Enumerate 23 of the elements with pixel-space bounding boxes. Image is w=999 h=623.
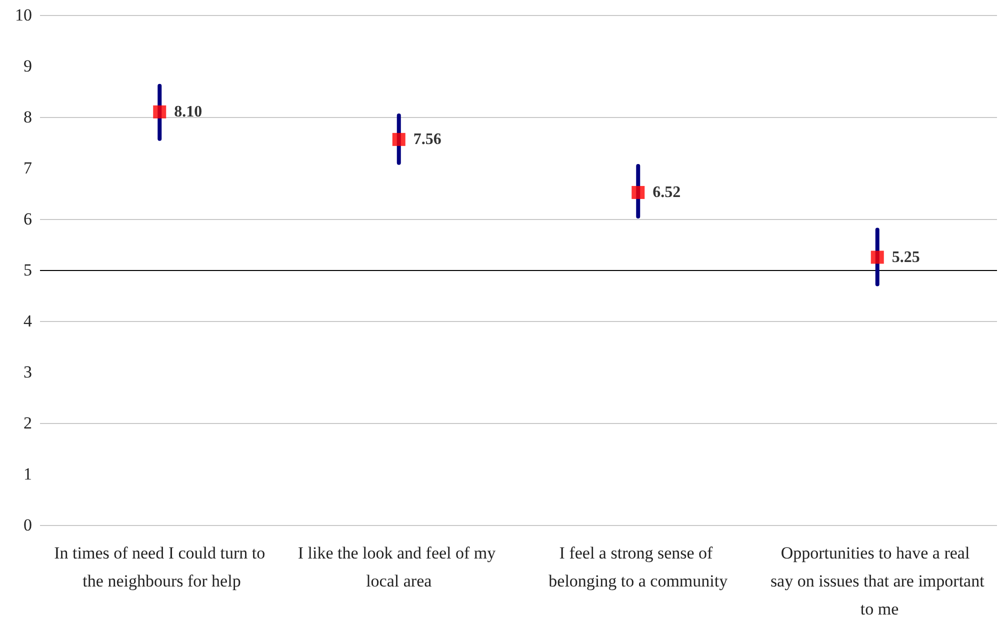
data-label: 6.52 bbox=[652, 184, 681, 201]
data-label: 8.10 bbox=[174, 103, 202, 120]
y-tick-label: 0 bbox=[24, 516, 32, 534]
point bbox=[870, 250, 884, 264]
data-label: 5.25 bbox=[892, 248, 920, 266]
y-tick-label: 1 bbox=[24, 464, 32, 484]
y-tick-label: 10 bbox=[15, 6, 32, 24]
y-tick-label: 9 bbox=[24, 56, 32, 76]
y-tick-label: 7 bbox=[24, 158, 32, 178]
point bbox=[632, 186, 645, 199]
x-tick-label: In times of need I could turn to the neighbours for help bbox=[54, 544, 266, 590]
y-tick-label: 8 bbox=[24, 108, 32, 126]
x-tick-label: I feel a strong sense of belonging to a community bbox=[548, 544, 728, 590]
y-tick-label: 4 bbox=[24, 312, 32, 330]
y-tick-label: 3 bbox=[24, 362, 32, 382]
point bbox=[392, 132, 406, 146]
x-tick-label: I like the look and feel of my local area bbox=[298, 544, 500, 590]
y-tick-label: 5 bbox=[24, 260, 32, 280]
point bbox=[153, 105, 166, 118]
y-tick-label: 6 bbox=[24, 210, 32, 228]
x-tick-label: Opportunities to have a real say on issues that are important to me bbox=[770, 544, 985, 618]
data-label: 7.56 bbox=[413, 130, 442, 148]
y-tick-label: 2 bbox=[24, 414, 32, 432]
